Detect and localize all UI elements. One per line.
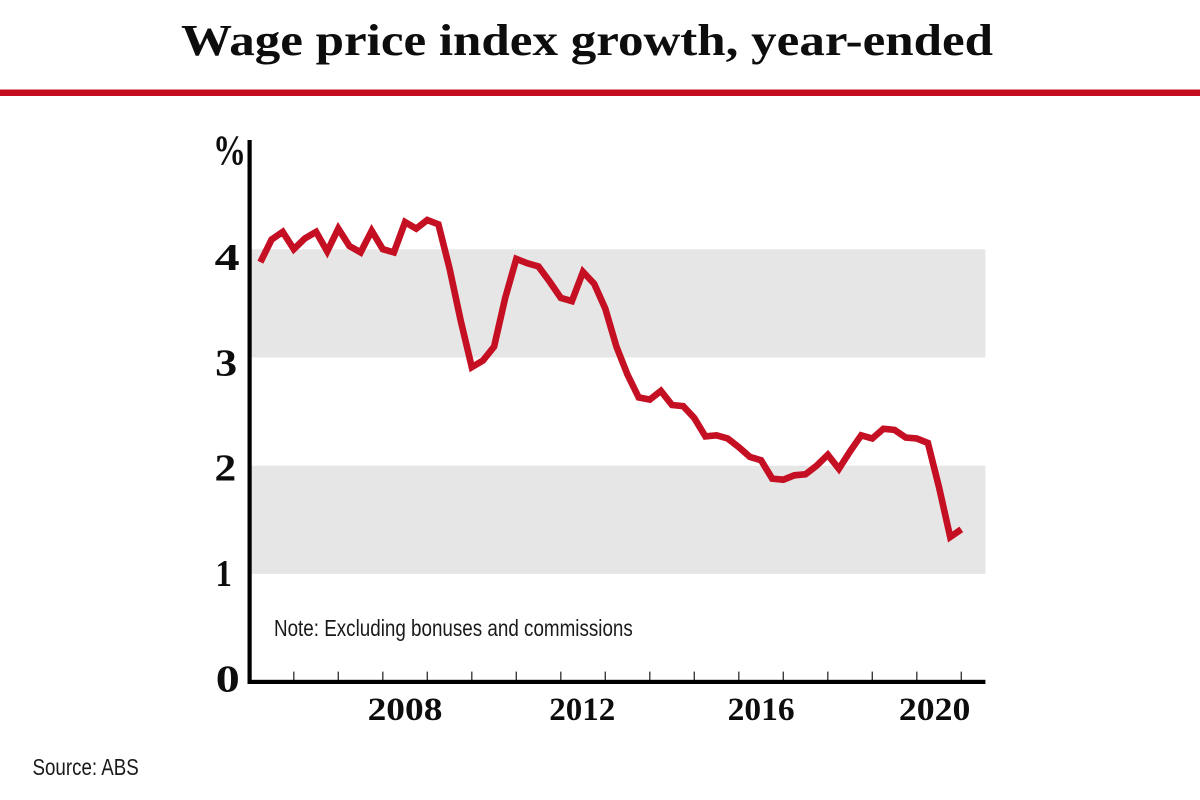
svg-text:3: 3 [215,342,237,384]
svg-text:1: 1 [216,553,232,595]
svg-text:2: 2 [215,447,237,489]
svg-text:2020: 2020 [899,692,970,728]
svg-text:Wage price index growth, year-: Wage price index growth, year-ended [181,16,993,65]
svg-text:2012: 2012 [549,692,615,728]
svg-text:4: 4 [215,237,240,279]
svg-text:0: 0 [216,659,240,701]
svg-text:Note: Excluding bonuses and co: Note: Excluding bonuses and commissions [274,615,633,641]
svg-text:2008: 2008 [368,692,443,728]
svg-text:2016: 2016 [728,692,795,728]
svg-text:Source: ABS: Source: ABS [33,754,139,780]
svg-text:%: % [213,129,246,175]
